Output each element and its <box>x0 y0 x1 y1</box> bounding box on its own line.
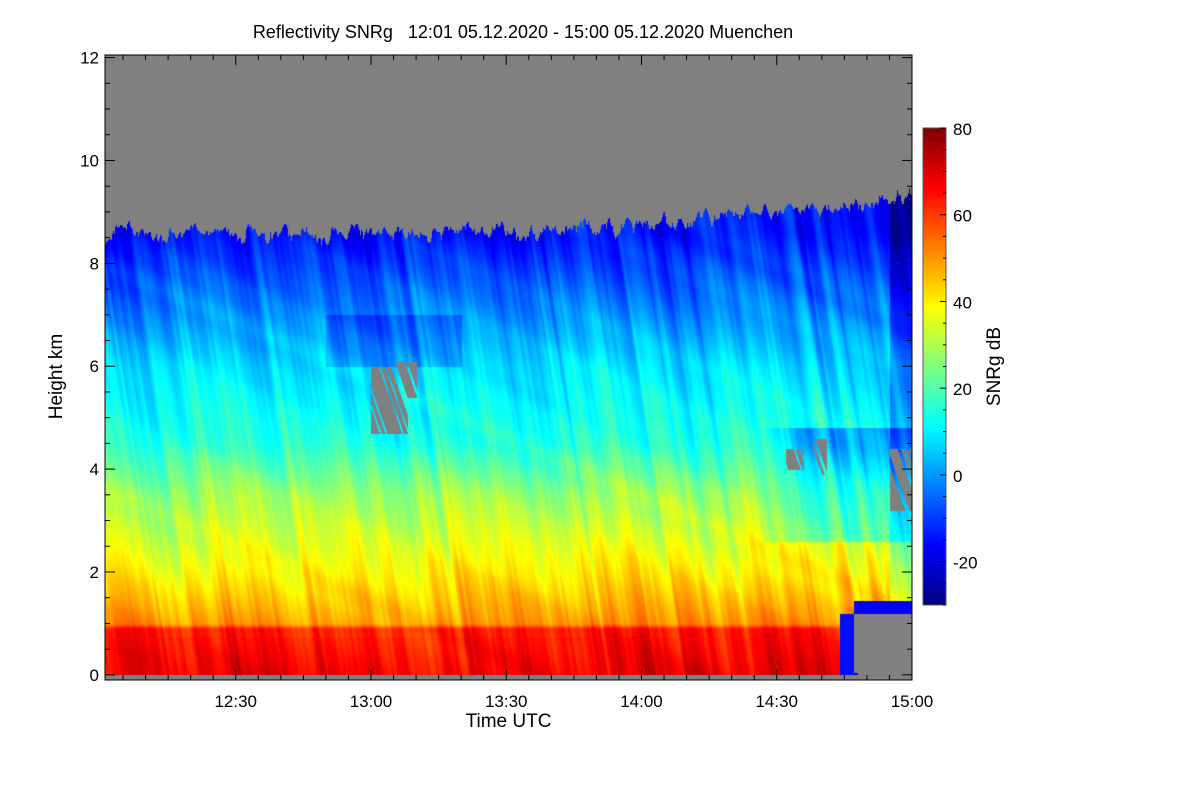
colorbar-tick-label: 60 <box>953 207 972 226</box>
colorbar-tick-label: 80 <box>953 120 972 139</box>
x-tick-label: 14:00 <box>620 692 663 711</box>
colorbar-tick-label: 0 <box>953 467 962 486</box>
y-tick-label: 2 <box>90 563 99 582</box>
x-axis-label: Time UTC <box>466 711 552 732</box>
y-tick-label: 10 <box>80 151 99 170</box>
x-tick-label: 13:00 <box>350 692 393 711</box>
x-tick-label: 14:30 <box>755 692 798 711</box>
y-tick-label: 6 <box>90 357 99 376</box>
y-axis-label: Height km <box>46 334 67 420</box>
colorbar-tick-label: -20 <box>953 554 978 573</box>
heatmap-plot-area <box>105 55 912 680</box>
x-tick-label: 15:00 <box>891 692 934 711</box>
x-tick-label: 12:30 <box>214 692 257 711</box>
y-tick-label: 8 <box>90 254 99 273</box>
chart-title: Reflectivity SNRg 12:01 05.12.2020 - 15:… <box>252 22 794 42</box>
x-tick-label: 13:30 <box>485 692 528 711</box>
colorbar-label: SNRg dB <box>984 327 1005 406</box>
y-tick-label: 4 <box>90 460 99 479</box>
y-tick-label: 0 <box>90 666 99 685</box>
colorbar-frame <box>922 127 947 606</box>
colorbar <box>923 128 946 605</box>
plot-frame <box>104 54 913 681</box>
colorbar-tick-label: 40 <box>953 293 972 312</box>
colorbar-tick-label: 20 <box>953 380 972 399</box>
y-tick-label: 12 <box>80 49 99 68</box>
